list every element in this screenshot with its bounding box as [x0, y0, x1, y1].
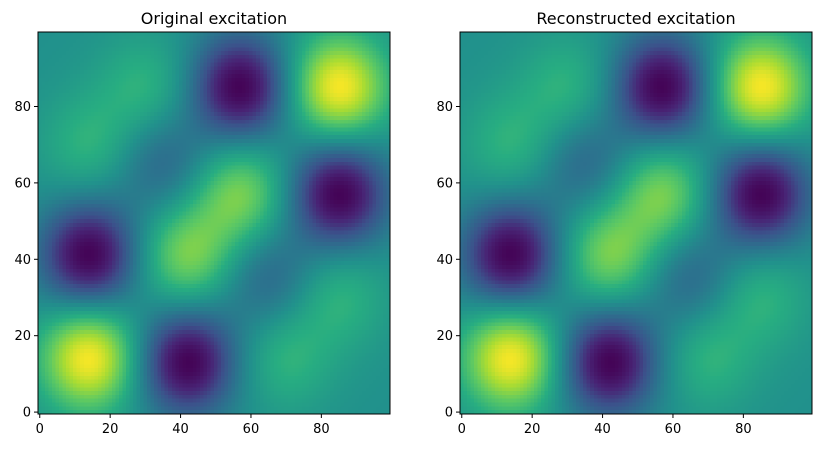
x-tick-label: 0 [36, 422, 44, 437]
y-tick-label: 20 [14, 329, 31, 344]
y-tick-label: 80 [14, 100, 31, 115]
tick-group: 0 20 40 60 80 0 20 40 60 80 [436, 100, 751, 437]
x-tick-label: 80 [735, 422, 752, 437]
panel-reconstructed: Reconstructed excitation 0 20 40 60 80 0 20 40 6… [436, 9, 813, 437]
axes-frame [37, 31, 391, 415]
y-tick-label: 0 [445, 406, 453, 421]
y-tick-label: 0 [23, 406, 31, 421]
chart-title: Reconstructed excitation [536, 9, 735, 28]
y-tick-label: 60 [14, 176, 31, 191]
y-tick-label: 40 [436, 253, 453, 268]
y-tick-label: 80 [436, 100, 453, 115]
x-tick-label: 40 [594, 422, 611, 437]
x-tick-label: 60 [665, 422, 682, 437]
y-tick-label: 60 [436, 176, 453, 191]
heatmap-image [460, 32, 812, 414]
x-tick-label: 0 [458, 422, 466, 437]
x-tick-label: 60 [243, 422, 260, 437]
heatmap-image [38, 32, 390, 414]
x-tick-label: 80 [313, 422, 330, 437]
x-tick-label: 40 [172, 422, 189, 437]
x-tick-label: 20 [524, 422, 541, 437]
y-tick-label: 40 [14, 253, 31, 268]
chart-title: Original excitation [141, 9, 287, 28]
panel-original: Original excitation 0 20 40 60 80 0 20 40 60 80 [14, 9, 391, 437]
x-tick-label: 20 [102, 422, 119, 437]
tick-group: 0 20 40 60 80 0 20 40 60 80 [14, 100, 329, 437]
axes-frame [459, 31, 813, 415]
y-tick-label: 20 [436, 329, 453, 344]
